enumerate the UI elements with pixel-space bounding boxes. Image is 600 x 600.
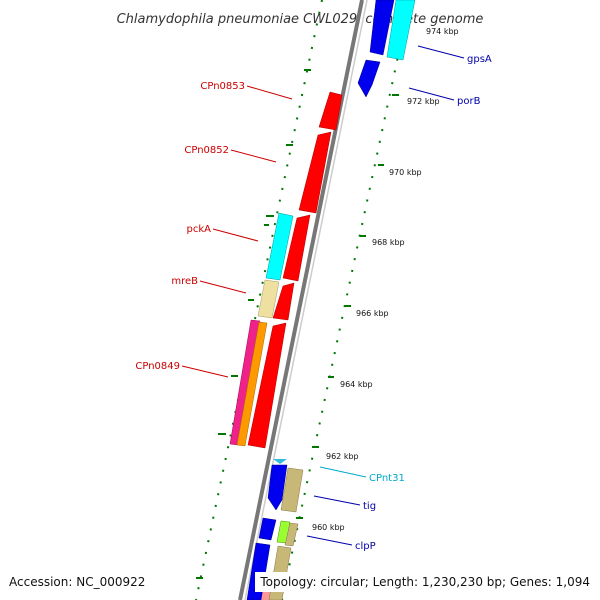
gene-gpsa-blue <box>369 0 395 56</box>
tick-974: 974 kbp <box>426 27 459 36</box>
topology-text: Topology: circular; Length: 1,230,230 bp… <box>259 575 590 589</box>
scale-ticks: 974 kbp 972 kbp 970 kbp 968 kbp 966 kbp … <box>312 27 459 532</box>
right-labels: gpsA porB CPnt31 tig clpP <box>306 45 492 552</box>
forward-strand-genes-top <box>357 0 416 98</box>
tick-960: 960 kbp <box>312 523 345 532</box>
gene-pcka <box>282 214 311 282</box>
gc-skew-marks <box>196 29 405 579</box>
label-tig: tig <box>363 501 376 512</box>
reverse-strand-genes <box>247 91 343 600</box>
footer-topology-bg <box>255 572 600 592</box>
label-cpnt31: CPnt31 <box>369 473 405 484</box>
gene-blue-bottom <box>246 542 271 600</box>
gene-clpp-khaki <box>284 522 299 547</box>
gene-mreb <box>272 282 295 321</box>
gene-tig-khaki <box>280 467 304 513</box>
label-mreb: mreB <box>171 276 198 287</box>
label-pcka: pckA <box>187 224 212 235</box>
gene-cyan-pcka <box>265 212 294 281</box>
gene-cpn0852 <box>298 131 332 214</box>
label-cpn0853: CPn0853 <box>200 81 245 92</box>
tick-970: 970 kbp <box>389 168 422 177</box>
tick-962: 962 kbp <box>326 452 359 461</box>
gene-cpnt31 <box>273 459 287 464</box>
gene-gpsa-cyan <box>386 0 416 61</box>
gene-beige-mreb <box>257 279 280 319</box>
label-porb: porB <box>457 96 481 107</box>
annotation-genes <box>229 212 294 447</box>
genome-backbone-highlight <box>244 0 368 600</box>
label-gpsa: gpsA <box>467 54 492 65</box>
tick-972: 972 kbp <box>407 97 440 106</box>
tick-968: 968 kbp <box>372 238 405 247</box>
map-title: Chlamydophila pneumoniae CWL029, complet… <box>117 12 484 27</box>
label-cpn0852: CPn0852 <box>184 145 229 156</box>
tick-964: 964 kbp <box>340 380 373 389</box>
gene-porb <box>357 59 381 98</box>
tick-966: 966 kbp <box>356 309 389 318</box>
left-labels: CPn0853 CPn0852 pckA mreB CPn0849 <box>135 81 293 378</box>
label-clpp: clpP <box>355 541 376 552</box>
gene-clpp-blue <box>258 517 277 541</box>
gene-cpn0853 <box>318 91 343 131</box>
label-cpn0849: CPn0849 <box>135 361 180 372</box>
gene-orange <box>236 321 268 447</box>
gene-tig-blue <box>267 464 288 511</box>
genome-backbone <box>238 0 364 600</box>
gene-cpn0849 <box>247 322 287 449</box>
accession-text: Accession: NC_000922 <box>9 575 145 589</box>
